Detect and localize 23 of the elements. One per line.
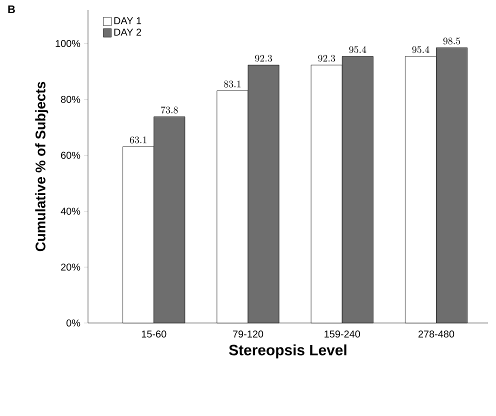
x-tick-label: 278-480 <box>418 330 454 338</box>
y-tick-label: 0% <box>66 319 80 327</box>
x-tick-label: 159-240 <box>324 330 360 338</box>
data-label: 95.4 <box>349 46 366 54</box>
legend-label: DAY 1 <box>114 17 142 24</box>
y-axis-title: Cumulative % of Subjects <box>35 82 48 252</box>
y-tick-label: 20% <box>61 264 80 271</box>
data-label: 98.5 <box>443 38 460 44</box>
data-label: 92.3 <box>255 54 272 62</box>
x-axis-title: Stereopsis Level <box>229 344 346 358</box>
y-tick-label: 100% <box>56 40 80 48</box>
data-label: 73.8 <box>161 106 178 114</box>
text: B <box>8 6 15 14</box>
data-label: 95.4 <box>412 46 430 54</box>
y-tick-label: 40% <box>60 208 80 215</box>
y-tick-label: 60% <box>61 152 80 159</box>
data-label: 83. 1 <box>224 80 241 88</box>
x-tick-label: 79-120 <box>233 330 264 338</box>
y-tick-label: 80% <box>60 96 80 103</box>
legend-label: DAY 2 <box>114 28 142 36</box>
data-label: 92.3 <box>318 54 336 62</box>
x-tick-label: 15-60 <box>142 330 166 338</box>
data-label: 63. 1 <box>130 136 146 144</box>
